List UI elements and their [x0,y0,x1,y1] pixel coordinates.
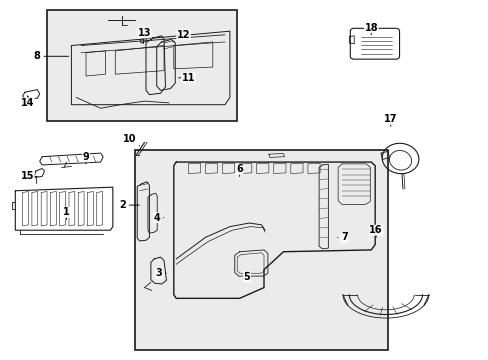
Text: 11: 11 [178,73,195,83]
Text: 1: 1 [63,207,70,220]
Text: 9: 9 [82,152,89,164]
Text: 17: 17 [383,114,397,126]
Text: 16: 16 [368,225,382,237]
Text: 2: 2 [119,200,139,210]
Text: 4: 4 [153,213,163,222]
Text: 12: 12 [173,30,190,42]
Text: 10: 10 [123,134,140,146]
Text: 3: 3 [156,268,166,278]
Bar [47,10,237,121]
Text: 18: 18 [364,23,377,35]
Text: 7: 7 [337,232,347,242]
Text: 13: 13 [138,28,152,40]
Text: 14: 14 [20,96,34,108]
Text: 6: 6 [236,164,243,176]
Text: 5: 5 [243,271,250,282]
Text: 15: 15 [20,171,37,181]
Bar [135,149,387,350]
Text: 8: 8 [34,51,68,61]
